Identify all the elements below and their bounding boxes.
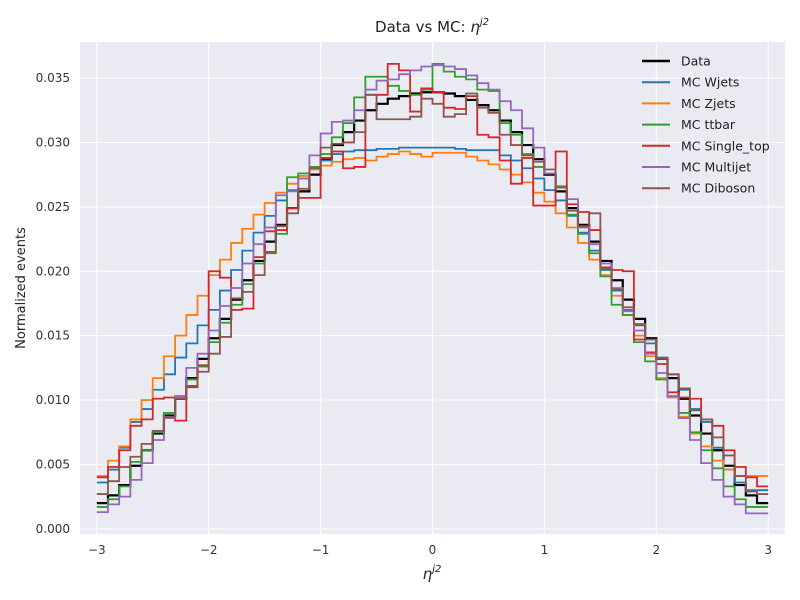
chart-title-superscript: j2 (478, 17, 489, 28)
legend-entry-label: MC Diboson (681, 181, 755, 196)
y-tick-label: 0.000 (36, 522, 70, 536)
y-tick-label: 0.030 (36, 135, 70, 149)
y-tick-label: 0.010 (36, 393, 70, 407)
series-line-mc-multijet (96, 64, 769, 515)
x-axis-label-superscript: j2 (430, 564, 441, 575)
x-tick-label: 3 (764, 543, 772, 557)
x-tick-label: 0 (429, 543, 437, 557)
x-axis-label-math: η (423, 565, 433, 583)
chart-title: Data vs MC: ηj2 (375, 17, 489, 36)
legend-entry-label: MC Zjets (681, 96, 736, 111)
x-tick-label: 2 (652, 543, 660, 557)
y-tick-label: 0.025 (36, 200, 70, 214)
series-layer (96, 63, 769, 515)
x-tick-label: 1 (541, 543, 549, 557)
x-tick-label: −2 (200, 543, 218, 557)
series-line-mc-diboson (96, 92, 769, 495)
x-tick-labels: −3 −2 −1 0 1 2 3 (88, 543, 772, 557)
x-axis-label: ηj2 (423, 564, 442, 583)
y-tick-labels: 0.000 0.005 0.010 0.015 0.020 0.025 0.030 0.035 (36, 71, 70, 536)
chart-title-math: η (470, 18, 480, 36)
y-tick-label: 0.035 (36, 71, 70, 85)
x-tick-label: −1 (312, 543, 330, 557)
chart-title-prefix: Data vs MC: (375, 18, 470, 36)
legend-entry-label: MC ttbar (681, 117, 736, 132)
legend-entry-label: Data (681, 54, 711, 69)
y-tick-label: 0.005 (36, 457, 70, 471)
x-tick-label: −3 (88, 543, 106, 557)
legend: Data MC Wjets MC Zjets MC ttbar MC Single_to… (642, 54, 770, 196)
y-axis-label: Normalized events (14, 227, 29, 349)
legend-entry-label: MC Multijet (681, 160, 751, 175)
legend-entry-label: MC Wjets (681, 75, 739, 90)
legend-entry-label: MC Single_top (681, 138, 770, 153)
y-tick-label: 0.020 (36, 264, 70, 278)
y-tick-label: 0.015 (36, 329, 70, 343)
